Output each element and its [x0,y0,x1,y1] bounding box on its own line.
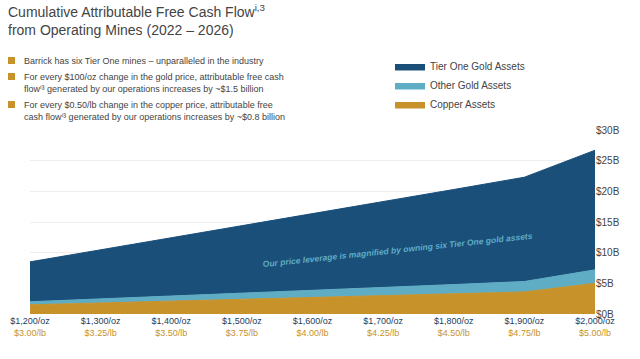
svg-text:$2,000/oz$5.00/lb: $2,000/oz$5.00/lb [575,316,615,338]
svg-text:$5B: $5B [596,278,614,289]
svg-text:$20B: $20B [596,186,620,197]
svg-text:Our price leverage is magnifie: Our price leverage is magnified by ownin… [262,231,533,269]
svg-text:$10B: $10B [596,247,620,258]
svg-text:Cumulative Attributable Free C: Cumulative Attributable Free Cash Flow​i… [8,2,266,38]
svg-text:Copper Assets: Copper Assets [430,99,495,110]
svg-text:Tier One Gold Assets: Tier One Gold Assets [430,61,525,72]
svg-text:$15B: $15B [596,217,620,228]
svg-text:$1,600/oz$4.00/lb: $1,600/oz$4.00/lb [293,316,333,338]
svg-text:$1,400/oz$3.50/lb: $1,400/oz$3.50/lb [151,316,191,338]
svg-text:$1,900/oz$4.75/lb: $1,900/oz$4.75/lb [505,316,545,338]
svg-text:$25B: $25B [596,155,620,166]
svg-text:$30B: $30B [596,125,620,136]
svg-text:For every $100/oz change in th: For every $100/oz change in the gold pri… [24,72,284,94]
svg-text:$1,800/oz$4.50/lb: $1,800/oz$4.50/lb [434,316,474,338]
svg-text:$1,500/oz$3.75/lb: $1,500/oz$3.75/lb [222,316,262,338]
svg-text:$1,200/oz$3.00/lb: $1,200/oz$3.00/lb [10,316,50,338]
svg-text:$1,700/oz$4.25/lb: $1,700/oz$4.25/lb [363,316,403,338]
svg-text:Other Gold Assets: Other Gold Assets [430,80,511,91]
svg-text:For every $0.50/lb change in t: For every $0.50/lb change in the copper … [24,100,285,122]
svg-text:Barrick has six Tier One mines: Barrick has six Tier One mines – unparal… [24,56,264,66]
svg-text:$1,300/oz$3.25/lb: $1,300/oz$3.25/lb [81,316,121,338]
svg-text:$0B: $0B [596,309,614,320]
